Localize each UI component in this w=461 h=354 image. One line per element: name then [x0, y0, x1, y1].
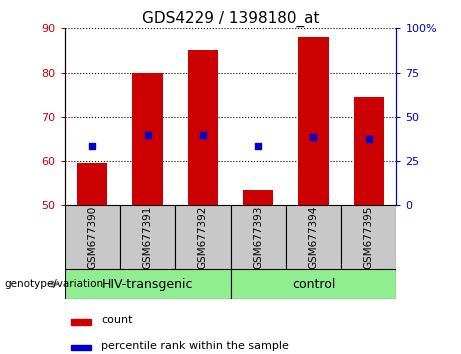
Bar	[71, 345, 91, 350]
Title: GDS4229 / 1398180_at: GDS4229 / 1398180_at	[142, 11, 319, 27]
Bar	[77, 163, 107, 205]
Bar	[71, 319, 91, 325]
Point	[254, 143, 262, 148]
Text: genotype/variation: genotype/variation	[5, 279, 104, 289]
Point	[310, 134, 317, 139]
Bar	[65, 269, 230, 299]
Text: GSM677395: GSM677395	[364, 205, 374, 269]
Text: GSM677393: GSM677393	[253, 205, 263, 269]
Bar	[243, 190, 273, 205]
Bar	[175, 205, 230, 269]
Text: GSM677392: GSM677392	[198, 205, 208, 269]
Point	[199, 132, 207, 137]
Text: GSM677391: GSM677391	[142, 205, 153, 269]
Point	[89, 143, 96, 148]
Bar	[120, 205, 175, 269]
Bar	[298, 37, 329, 205]
Text: count: count	[101, 315, 133, 325]
Text: GSM677390: GSM677390	[87, 206, 97, 269]
Bar	[65, 205, 120, 269]
Text: HIV-transgenic: HIV-transgenic	[102, 278, 193, 291]
Bar	[341, 205, 396, 269]
Point	[365, 136, 372, 142]
Point	[144, 132, 151, 137]
Bar	[188, 51, 218, 205]
Text: percentile rank within the sample: percentile rank within the sample	[101, 341, 289, 351]
Bar	[132, 73, 163, 205]
Bar	[230, 205, 286, 269]
Bar	[354, 97, 384, 205]
Text: GSM677394: GSM677394	[308, 205, 319, 269]
Bar	[286, 205, 341, 269]
Bar	[230, 269, 396, 299]
Text: control: control	[292, 278, 335, 291]
